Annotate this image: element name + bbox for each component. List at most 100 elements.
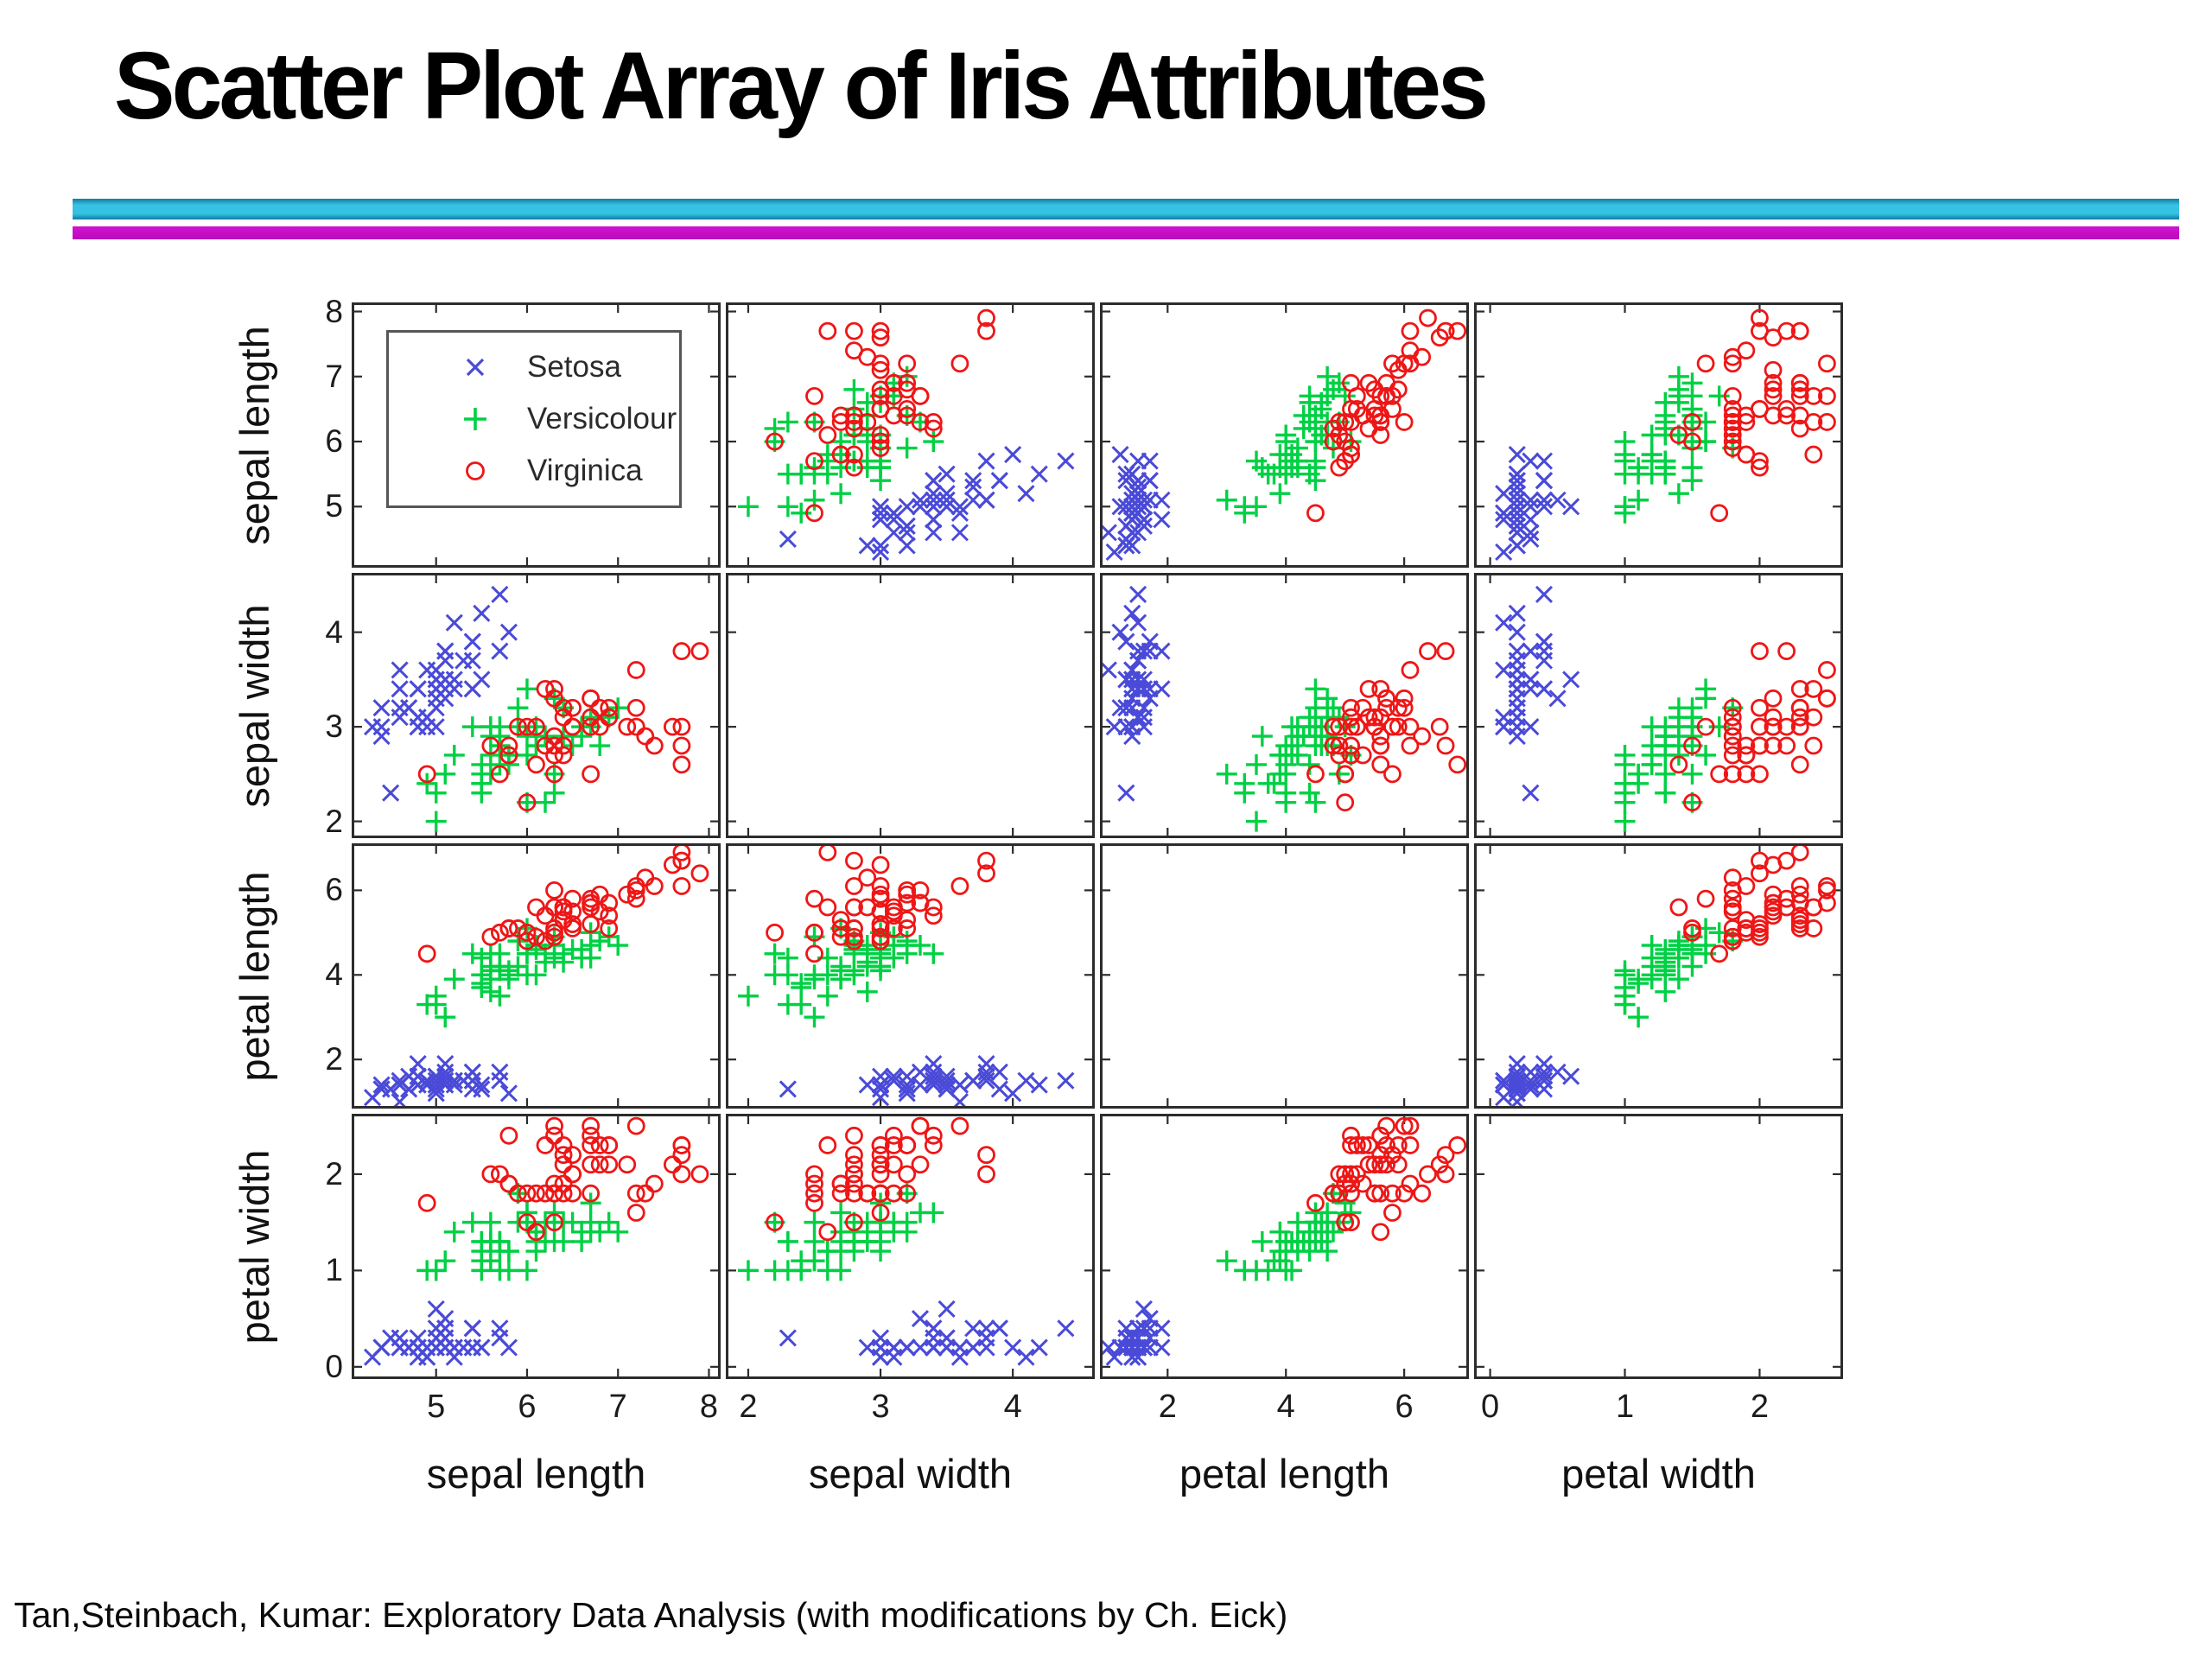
col-axis-label-sepal_width: sepal width bbox=[808, 1451, 1013, 1497]
x-tick-label: 6 bbox=[518, 1389, 537, 1425]
x-marker-icon bbox=[466, 358, 485, 377]
cell-plot-area bbox=[728, 575, 1092, 836]
x-tick-label: 1 bbox=[1615, 1389, 1635, 1425]
divider-bar-cyan bbox=[73, 199, 2179, 219]
scatter-cell-sepal_width-vs-petal_width bbox=[1474, 573, 1843, 838]
series-setosa bbox=[779, 1054, 1075, 1111]
legend-item-virginica: Virginica bbox=[460, 454, 679, 488]
series-setosa bbox=[363, 585, 518, 802]
series-setosa bbox=[1495, 1054, 1580, 1111]
series-virginica bbox=[1669, 642, 1836, 812]
tick-marks bbox=[354, 1116, 718, 1376]
y-tick-label: 6 bbox=[325, 423, 343, 460]
series-setosa bbox=[1099, 585, 1171, 802]
tick-marks bbox=[728, 1116, 1092, 1376]
x-tick-label: 8 bbox=[699, 1389, 719, 1425]
scatter-cell-petal_width-vs-sepal_length bbox=[352, 1114, 721, 1379]
series-virginica bbox=[417, 1116, 709, 1242]
col-axis-label-petal_length: petal length bbox=[1179, 1451, 1390, 1497]
series-virginica bbox=[417, 842, 709, 963]
x-tick-label: 2 bbox=[739, 1389, 758, 1425]
series-setosa bbox=[779, 1300, 1075, 1366]
col-axis-label-petal_width: petal width bbox=[1561, 1451, 1756, 1497]
scatter-cell-petal_length-vs-petal_length-empty bbox=[1100, 843, 1469, 1109]
y-tick-label: 4 bbox=[325, 613, 343, 650]
series-virginica bbox=[1669, 842, 1836, 963]
scatter-cell-sepal_width-vs-sepal_length bbox=[352, 573, 721, 838]
cell-plot-area bbox=[1099, 1116, 1467, 1376]
y-tick-label: 6 bbox=[325, 872, 343, 908]
series-setosa bbox=[363, 1300, 518, 1366]
tick-marks bbox=[728, 305, 1092, 565]
x-tick-label: 6 bbox=[1395, 1389, 1414, 1425]
scatter-cell-petal_length-vs-sepal_width bbox=[726, 842, 1095, 1111]
cell-plot-area bbox=[354, 1116, 718, 1376]
cell-plot-area bbox=[1103, 846, 1466, 1106]
y-tick-label: 2 bbox=[325, 1041, 343, 1077]
y-tick-label: 0 bbox=[325, 1348, 343, 1384]
x-tick-label: 3 bbox=[871, 1389, 890, 1425]
scatter-cell-sepal_width-vs-petal_length bbox=[1099, 573, 1469, 838]
cell-plot-area bbox=[1099, 305, 1467, 565]
series-setosa bbox=[1099, 1300, 1171, 1366]
circle-marker-icon bbox=[466, 461, 485, 480]
series-setosa bbox=[1099, 446, 1171, 562]
legend: Setosa Versicolour Virginica bbox=[386, 330, 682, 508]
cell-plot-area bbox=[1477, 842, 1840, 1111]
legend-item-setosa: Setosa bbox=[460, 350, 679, 385]
series-setosa bbox=[363, 1054, 518, 1111]
x-tick-label: 0 bbox=[1481, 1389, 1500, 1425]
y-tick-label: 2 bbox=[325, 803, 343, 839]
y-tick-label: 2 bbox=[325, 1155, 343, 1192]
cell-plot-area bbox=[1477, 575, 1840, 836]
legend-label-virginica: Virginica bbox=[527, 454, 643, 487]
scatter-cell-petal_length-vs-petal_width bbox=[1474, 842, 1843, 1111]
tick-marks bbox=[354, 575, 718, 836]
scatter-cell-sepal_length-vs-petal_width bbox=[1474, 302, 1843, 568]
scatter-cell-petal_width-vs-sepal_width bbox=[726, 1114, 1095, 1379]
row-axis-label-sepal_width: sepal width bbox=[232, 603, 277, 808]
series-versicolour bbox=[737, 365, 944, 524]
y-tick-label: 3 bbox=[325, 709, 343, 745]
tick-marks bbox=[1477, 305, 1840, 565]
tick-marks bbox=[1103, 1116, 1466, 1376]
series-virginica bbox=[766, 842, 995, 963]
scatter-cell-sepal_length-vs-petal_length bbox=[1099, 302, 1469, 568]
cell-plot-area bbox=[728, 305, 1092, 565]
series-virginica bbox=[766, 1116, 995, 1242]
series-virginica bbox=[1669, 308, 1836, 523]
page-title: Scatter Plot Array of Iris Attributes bbox=[114, 33, 1489, 139]
cell-plot-area bbox=[354, 305, 718, 565]
x-tick-label: 2 bbox=[1750, 1389, 1769, 1425]
row-axis-label-petal_length: petal length bbox=[232, 870, 277, 1082]
row-axis-label-sepal_length: sepal length bbox=[232, 325, 277, 545]
legend-item-versicolour: Versicolour bbox=[460, 402, 679, 436]
series-virginica bbox=[417, 642, 709, 812]
attribution-text: Tan,Steinbach, Kumar: Exploratory Data A… bbox=[14, 1595, 1288, 1635]
tick-marks bbox=[728, 846, 1092, 1106]
x-tick-label: 7 bbox=[608, 1389, 627, 1425]
tick-marks bbox=[1103, 575, 1466, 836]
y-tick-label: 4 bbox=[325, 957, 343, 993]
series-versicolour bbox=[1216, 365, 1362, 524]
cell-plot-area bbox=[354, 575, 718, 836]
series-versicolour bbox=[416, 918, 629, 1028]
tick-marks bbox=[354, 305, 718, 565]
series-setosa bbox=[779, 446, 1075, 562]
series-setosa bbox=[1495, 585, 1580, 802]
y-tick-label: 7 bbox=[325, 358, 343, 394]
x-tick-label: 2 bbox=[1158, 1389, 1177, 1425]
cell-plot-area bbox=[354, 842, 718, 1111]
scatter-cell-sepal_width-vs-sepal_width-empty bbox=[726, 573, 1095, 838]
series-versicolour bbox=[1614, 918, 1744, 1028]
series-versicolour bbox=[416, 1183, 629, 1281]
plus-marker-icon bbox=[464, 408, 486, 430]
tick-marks bbox=[1103, 305, 1466, 565]
x-tick-label: 5 bbox=[427, 1389, 446, 1425]
legend-label-versicolour: Versicolour bbox=[527, 402, 677, 435]
x-tick-label: 4 bbox=[1276, 1389, 1295, 1425]
y-tick-label: 8 bbox=[325, 293, 343, 329]
series-virginica bbox=[1306, 1116, 1467, 1242]
cell-plot-area bbox=[1099, 575, 1467, 836]
